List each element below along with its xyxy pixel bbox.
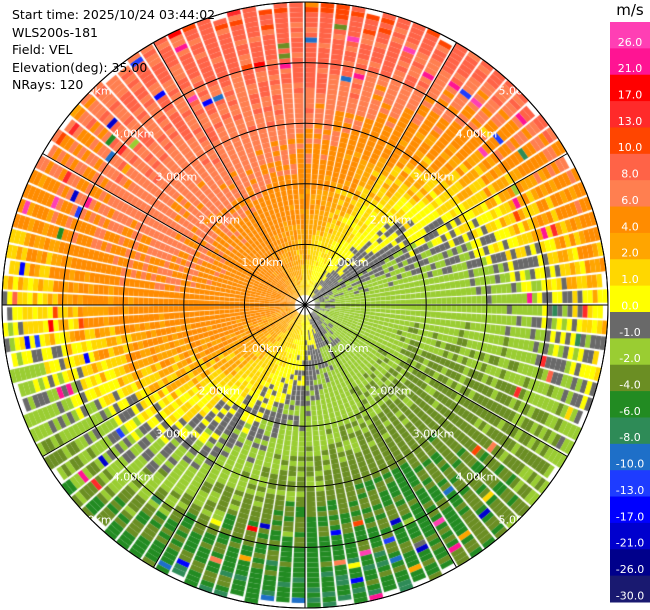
velocity-colorbar: m/s 26.0 21.0 17.0 13.0 10.0 8.0 6.0 4.0 2.0 1.0 0.… (610, 1, 650, 603)
colorbar-swatch (610, 391, 650, 418)
azimuth-spoke (42, 153, 306, 306)
nrays-label: NRays: 120 (12, 77, 84, 93)
colorbar-tick-label: 6.0 (621, 194, 639, 207)
scan-info: Start time: 2025/10/24 03:44:02 WLS200s-… (12, 6, 215, 94)
colorbar-swatch (610, 101, 650, 128)
colorbar-tick-label: 0.0 (621, 299, 639, 312)
range-ring-label: 3.00km (413, 428, 455, 441)
azimuth-spoke (304, 153, 568, 306)
range-ring-label: 2.00km (199, 213, 241, 226)
colorbar-tick-label: -4.0 (619, 379, 640, 392)
colorbar-tick-label: 1.0 (621, 273, 639, 286)
colorbar-tick-label: 17.0 (618, 89, 643, 102)
colorbar-swatch (610, 338, 650, 366)
colorbar-swatch (610, 232, 650, 260)
colorbar-tick-label: -26.0 (616, 563, 644, 576)
range-ring-label: 4.00km (113, 128, 155, 141)
colorbar-swatch (610, 206, 650, 234)
colorbar-tick-label: -21.0 (616, 537, 644, 550)
range-ring-label: 3.00km (413, 170, 455, 183)
colorbar-swatch (610, 496, 650, 524)
range-ring-label: 1.00km (327, 256, 369, 269)
colorbar-swatch (610, 153, 650, 181)
colorbar-tick-label: 2.0 (621, 247, 639, 260)
colorbar-tick-label: -17.0 (616, 510, 644, 523)
elevation-label: Elevation(deg): 35.00 (12, 59, 148, 75)
range-ring-label: 4.00km (456, 470, 498, 483)
colorbar-swatch (610, 285, 650, 313)
azimuth-spoke (304, 304, 457, 568)
range-ring-label: 3.00km (156, 170, 198, 183)
colorbar-swatch (610, 74, 650, 102)
colorbar-swatch (610, 180, 650, 208)
colorbar-swatch (610, 522, 650, 550)
colorbar-swatch (610, 364, 650, 392)
range-ring-label: 3.00km (156, 428, 198, 441)
colorbar-swatch (610, 470, 650, 498)
colorbar-tick-label: 21.0 (618, 62, 643, 75)
range-ring-label: 2.00km (370, 385, 412, 398)
range-ring-overlay: 1.00km 1.00km 1.00km 1.00km 2.00km 2.00km 2.00… (1, 1, 609, 609)
range-ring-label: 1.00km (241, 256, 283, 269)
range-ring-label: 4.00km (456, 128, 498, 141)
azimuth-spoke (153, 304, 306, 568)
colorbar-swatch (610, 259, 650, 287)
azimuth-spoke (153, 42, 306, 306)
colorbar-tick-label: -30.0 (616, 589, 644, 602)
colorbar-swatch (610, 127, 650, 155)
colorbar-tick-label: 8.0 (621, 168, 639, 181)
colorbar-tick-label: 10.0 (618, 141, 643, 154)
range-ring-label: 4.00km (113, 470, 155, 483)
colorbar-tick-label: -1.0 (619, 326, 640, 339)
colorbar-tick-label: -2.0 (619, 352, 640, 365)
azimuth-spoke (304, 304, 568, 457)
colorbar-swatch (610, 48, 650, 76)
colorbar-tick-label: -13.0 (616, 484, 644, 497)
azimuth-spoke (304, 42, 457, 306)
range-ring-label: 1.00km (241, 342, 283, 355)
colorbar-tick-label: -10.0 (616, 458, 644, 471)
colorbar-swatch (610, 22, 650, 49)
outer-ring (1, 1, 609, 609)
start-time-label: Start time: 2025/10/24 03:44:02 (12, 7, 216, 22)
colorbar-swatch (610, 443, 650, 471)
azimuth-spoke (42, 304, 306, 457)
colorbar-swatch (610, 417, 650, 445)
colorbar-tick-label: 4.0 (621, 220, 639, 233)
range-ring-label: 1.00km (327, 342, 369, 355)
colorbar-swatch (610, 575, 650, 603)
field-label: Field: VEL (12, 42, 73, 58)
colorbar-unit: m/s (616, 1, 644, 19)
colorbar-tick-label: -8.0 (619, 431, 640, 444)
range-ring-label: 2.00km (199, 385, 241, 398)
colorbar-swatch (610, 312, 650, 339)
range-ring-label: 2.00km (370, 213, 412, 226)
colorbar-tick-label: 26.0 (618, 36, 643, 49)
instrument-label: WLS200s-181 (12, 24, 98, 40)
colorbar-swatch (610, 549, 650, 577)
colorbar-tick-label: -6.0 (619, 405, 640, 418)
colorbar-tick-label: 13.0 (618, 115, 643, 128)
